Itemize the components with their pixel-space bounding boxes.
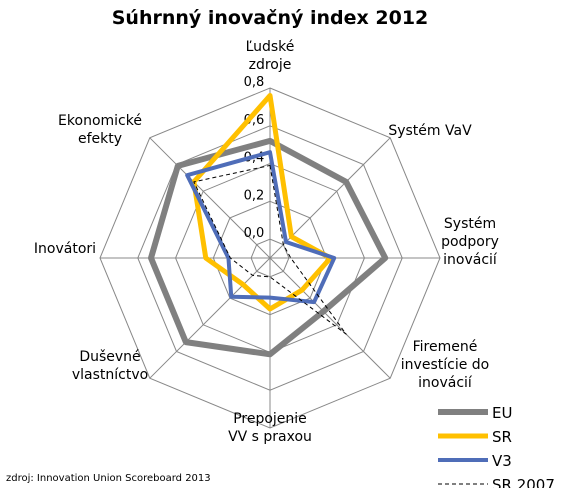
chart-title: Súhrnný inovačný index 2012 [112, 7, 429, 29]
tick-label: 0,2 [244, 188, 265, 203]
source: zdroj: Innovation Union Scoreboard 2013 [6, 473, 211, 484]
legend-label: SR 2007 [492, 476, 555, 488]
tick-label: 0,0 [244, 226, 265, 241]
series-line [193, 164, 347, 335]
series-line [191, 93, 333, 312]
category-label: Ekonomické efekty [58, 113, 142, 147]
category-label: Systém VaV [388, 123, 472, 139]
legend-label: EU [492, 404, 512, 422]
axis-line [149, 137, 271, 259]
series-line [185, 150, 337, 305]
legend-label: SR [492, 428, 512, 446]
category-label: Inovátori [33, 241, 97, 257]
category-label: Ľudské zdroje [245, 39, 295, 73]
category-label: Firemené investície do inovácií [400, 339, 490, 391]
axis-line [269, 257, 391, 379]
legend-label: V3 [492, 452, 512, 470]
tick-label: 0,8 [244, 75, 265, 90]
series-line [148, 137, 389, 358]
category-label: Duševné vlastníctvo [71, 349, 149, 383]
category-label: Systém podpory inovácií [441, 216, 499, 268]
category-label: Prepojenie VV s praxou [228, 411, 312, 445]
axis-line [149, 257, 271, 379]
